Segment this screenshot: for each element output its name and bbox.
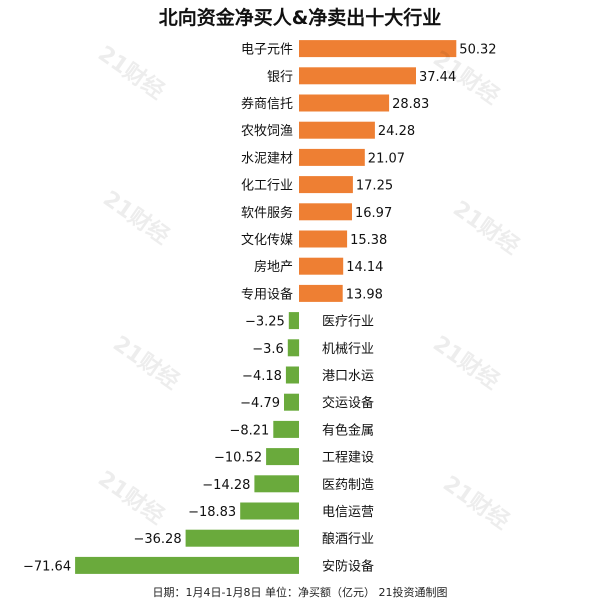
category-label: 工程建设 <box>322 451 374 466</box>
value-label: −18.83 <box>188 505 236 520</box>
bar-有色金属 <box>273 420 299 438</box>
bar-软件服务 <box>299 203 352 221</box>
category-label: 专用设备 <box>241 286 293 302</box>
category-label: 医疗行业 <box>322 315 374 330</box>
bar-工程建设 <box>266 448 299 466</box>
value-label: −36.28 <box>133 532 181 547</box>
category-label: 电子元件 <box>241 43 293 58</box>
value-label: 15.38 <box>350 233 387 248</box>
chart-title: 北向资金净买人&净卖出十大行业 <box>158 7 442 29</box>
value-label: −8.21 <box>229 423 269 438</box>
value-label: 17.25 <box>356 179 393 194</box>
bar-专用设备 <box>299 284 343 302</box>
value-label: 16.97 <box>355 206 392 221</box>
value-label: 50.32 <box>459 43 496 58</box>
bar-港口水运 <box>285 366 299 384</box>
bar-水泥建材 <box>299 148 365 166</box>
chart-footer: 日期：1月4日-1月8日 单位：净买额（亿元） 21投资通制图 <box>152 586 448 599</box>
value-label: −3.6 <box>252 342 284 357</box>
value-label: −4.18 <box>242 369 282 384</box>
value-label: 21.07 <box>368 151 405 166</box>
bar-银行 <box>299 67 416 85</box>
bar-医疗行业 <box>288 312 299 330</box>
category-label: 水泥建材 <box>241 151 293 166</box>
value-label: −14.28 <box>202 478 250 493</box>
value-label: 28.83 <box>392 97 429 112</box>
bar-农牧饲渔 <box>299 121 375 139</box>
category-label: 交运设备 <box>322 395 374 411</box>
bar-房地产 <box>299 257 344 275</box>
bar-电子元件 <box>299 40 457 58</box>
bar-券商信托 <box>299 94 390 112</box>
bar-文化传媒 <box>299 230 348 248</box>
bar-酿酒行业 <box>185 529 299 547</box>
category-label: 机械行业 <box>322 342 374 357</box>
category-label: 银行 <box>267 70 293 85</box>
value-label: 37.44 <box>419 70 456 85</box>
bar-交运设备 <box>284 393 299 411</box>
bar-电信运营 <box>240 502 299 520</box>
value-label: −10.52 <box>214 451 262 466</box>
category-label: 农牧饲渔 <box>241 124 293 139</box>
category-label: 电信运营 <box>322 505 374 520</box>
category-label: 港口水运 <box>322 369 374 384</box>
bar-机械行业 <box>287 339 300 357</box>
value-label: −3.25 <box>245 315 285 330</box>
category-label: 酿酒行业 <box>322 531 374 547</box>
category-label: 房地产 <box>254 259 293 275</box>
value-label: 24.28 <box>378 124 415 139</box>
category-label: 文化传媒 <box>241 233 293 248</box>
value-label: −71.64 <box>23 559 71 574</box>
category-label: 有色金属 <box>322 422 374 438</box>
value-label: −4.79 <box>240 396 280 411</box>
category-label: 化工行业 <box>241 179 293 194</box>
value-label: 14.14 <box>346 260 383 275</box>
category-label: 软件服务 <box>241 205 293 221</box>
bar-医药制造 <box>254 475 299 493</box>
category-label: 医药制造 <box>322 478 374 493</box>
bar-安防设备 <box>75 556 299 574</box>
bar-化工行业 <box>299 176 353 194</box>
category-label: 安防设备 <box>322 558 374 574</box>
category-label: 券商信托 <box>241 96 293 112</box>
value-label: 13.98 <box>346 287 383 302</box>
